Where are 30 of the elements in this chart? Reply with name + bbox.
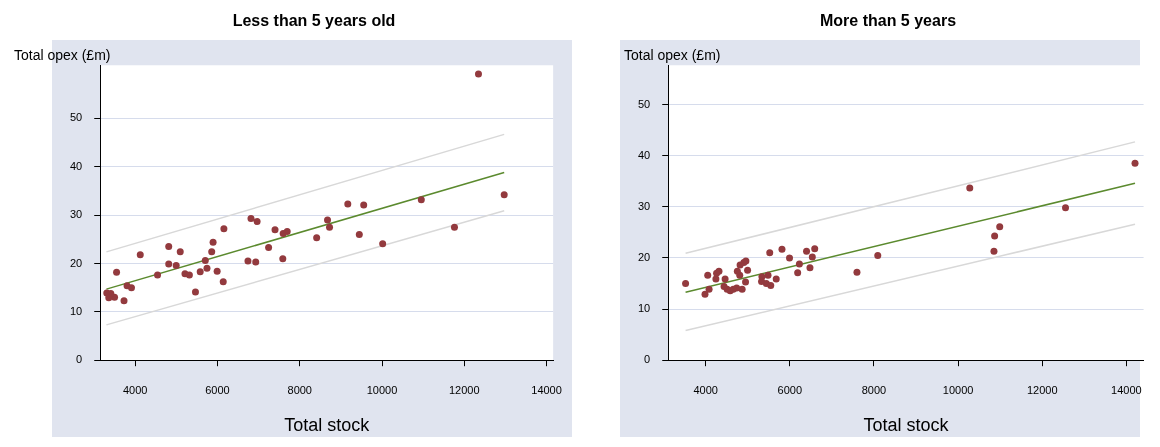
y-tick-label: 10 — [637, 302, 651, 315]
y-axis-title: Total opex (£m) — [14, 47, 111, 64]
x-tick-label: 14000 — [531, 383, 562, 396]
x-tick-label: 10000 — [942, 383, 974, 396]
x-tick-label: 14000 — [1111, 383, 1142, 396]
x-axis-title: Total stock — [863, 415, 950, 436]
y-tick-label: 20 — [69, 256, 83, 269]
chart-title: More than 5 years — [819, 12, 957, 30]
x-tick-label: 4000 — [122, 383, 148, 396]
x-tick-label: 6000 — [777, 383, 803, 396]
y-tick-label: 50 — [69, 111, 83, 124]
y-tick-label: 40 — [69, 159, 83, 172]
chart-title: Less than 5 years old — [232, 12, 396, 30]
y-axis-title: Total opex (£m) — [624, 47, 721, 64]
x-tick-label: 12000 — [1026, 383, 1058, 396]
y-tick-label: 0 — [76, 353, 83, 366]
y-tick-label: 10 — [69, 304, 83, 317]
y-tick-label: 20 — [637, 250, 651, 263]
x-tick-label: 12000 — [448, 383, 480, 396]
y-tick-label: 0 — [644, 353, 651, 366]
y-tick-label: 50 — [637, 97, 651, 110]
y-tick-label: 40 — [637, 148, 651, 161]
x-tick-label: 4000 — [693, 383, 718, 396]
x-tick-label: 8000 — [287, 383, 312, 396]
x-axis-title: Total stock — [284, 415, 371, 436]
y-tick-label: 30 — [637, 199, 651, 212]
x-tick-label: 8000 — [861, 383, 887, 396]
x-tick-label: 6000 — [205, 383, 230, 396]
x-tick-label: 10000 — [366, 383, 398, 396]
y-tick-label: 30 — [69, 208, 83, 221]
